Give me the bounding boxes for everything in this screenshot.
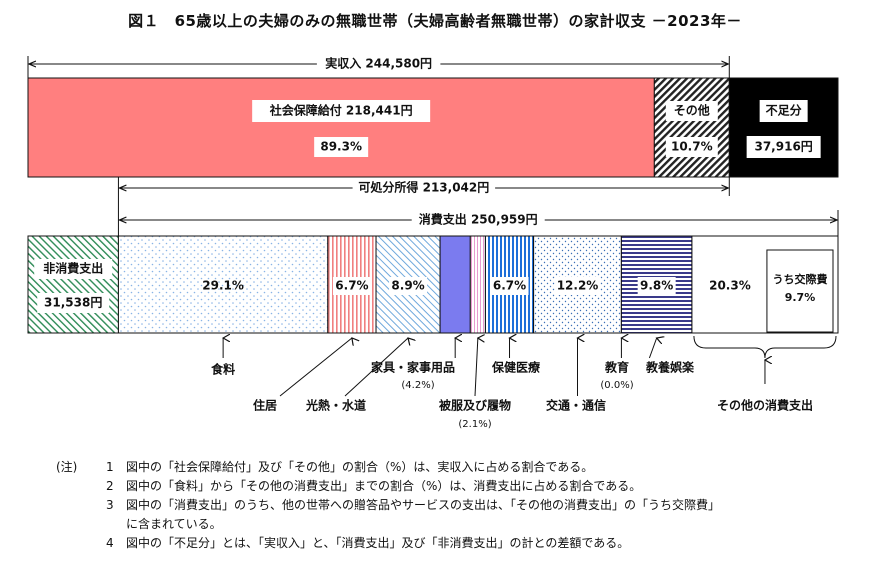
kosaihi-label: うち交際費 (772, 272, 827, 286)
note-text: 図中の「食料」から「その他の消費支出」までの割合（%）は、消費支出に占める割合で… (126, 479, 642, 493)
consumption-arrow-label-bg (411, 212, 545, 228)
notes-head: (注) (56, 460, 78, 474)
note-row: に含まれている。 (56, 515, 856, 534)
note-row: (注) 1 図中の「社会保障給付」及び「その他」の割合（%）は、実収入に占める割… (56, 458, 856, 477)
category-sub-furniture: (4.2%) (401, 380, 434, 391)
callout-line-recreation (648, 338, 656, 359)
expense-label-bg (554, 277, 601, 295)
category-name-medical: 保健医療 (491, 360, 540, 375)
disposable-arrow-label-bg (352, 180, 496, 196)
expense-label-bg (332, 277, 371, 295)
social-pct-bg (314, 137, 369, 157)
shortfall-value: 37,916円 (754, 140, 812, 154)
expense-pct-transport: 12.2% (557, 279, 599, 293)
expense-segment-furniture (439, 235, 471, 334)
other-income-label: その他 (674, 103, 710, 118)
nonc-value-bg (37, 293, 110, 313)
category-name-housing: 住居 (253, 398, 277, 413)
expense-pct-recreation: 9.8% (640, 279, 673, 293)
expense-segment-food (117, 235, 329, 334)
note-row: 2 図中の「食料」から「その他の消費支出」までの割合（%）は、消費支出に占める割… (56, 477, 856, 496)
note-text: 図中の「消費支出」のうち、他の世帯への贈答品やサービスの支出は、「その他の消費支… (126, 498, 721, 512)
income-arrow-label: 実収入 244,580円 (325, 56, 432, 71)
note-num: 3 (106, 498, 114, 512)
note-row: 3 図中の「消費支出」のうち、他の世帯への贈答品やサービスの支出は、「その他の消… (56, 496, 856, 515)
note-num: 1 (106, 460, 114, 474)
other-pct-bg (665, 137, 718, 157)
expense-segment-clothing (469, 235, 486, 334)
expense-label-bg (490, 277, 529, 295)
social-pct-label: 89.3% (320, 140, 362, 154)
expense-pct-other: 20.3% (709, 279, 751, 293)
category-name-furniture: 家具・家事用品 (371, 360, 455, 375)
non-consumption-label: 非消費支出 (43, 261, 103, 276)
note-num (106, 515, 126, 534)
shortfall-label: 不足分 (766, 103, 802, 118)
note-num: 4 (106, 536, 114, 550)
other-income-pct: 10.7% (671, 140, 713, 154)
kosaihi-box (766, 249, 834, 333)
callout-line-clothing (474, 338, 478, 397)
expense-pct-medical: 6.7% (493, 279, 526, 293)
income-segment-social (27, 77, 655, 178)
shortfall-value-bg (746, 136, 821, 158)
note-text: に含まれている。 (126, 517, 222, 531)
callout-line-utilities (344, 338, 408, 397)
expense-pct-utilities: 8.9% (391, 279, 424, 293)
category-name-utilities: 光熱・水道 (305, 398, 366, 413)
note-text: 図中の「不足分」とは、「実収入」と、「消費支出」及び「非消費支出」の計との差額で… (126, 536, 630, 550)
category-name-clothing: 被服及び履物 (439, 398, 511, 413)
other-label-bg (665, 101, 718, 121)
category-name-other: その他の消費支出 (717, 398, 813, 413)
social-label: 社会保障給付 218,441円 (269, 103, 413, 118)
note-text: 図中の「社会保障給付」及び「その他」の割合（%）は、実収入に占める割合である。 (126, 460, 594, 474)
category-sub-education: (0.0%) (600, 380, 633, 391)
social-label-bg (252, 100, 431, 122)
budget-chart: 社会保障給付 218,441円 89.3% その他 10.7% 不足分 37,916円 実収… (27, 56, 839, 430)
disposable-arrow-label: 可処分所得 213,042円 (358, 180, 489, 195)
note-row: 4 図中の「不足分」とは、「実収入」と、「消費支出」及び「非消費支出」の計との差… (56, 534, 856, 553)
category-name-transport: 交通・通信 (546, 398, 606, 413)
other-brace (693, 335, 837, 359)
expense-pct-food: 29.1% (202, 279, 244, 293)
chart-title: 図１ 65歳以上の夫婦のみの無職世帯（夫婦高齢者無職世帯）の家計収支 －2023… (128, 12, 742, 30)
category-name-food: 食料 (210, 362, 235, 377)
notes: (注) 1 図中の「社会保障給付」及び「その他」の割合（%）は、実収入に占める割… (56, 458, 856, 553)
income-segment-other (653, 77, 730, 178)
shortfall-label-bg (759, 100, 808, 122)
expense-label-bg (389, 277, 428, 295)
nonc-label-bg (34, 259, 113, 279)
non-consumption-value: 31,538円 (44, 296, 102, 310)
expense-label-bg (637, 277, 676, 295)
kosaihi-pct: 9.7% (785, 291, 816, 304)
note-num: 2 (106, 479, 114, 493)
non-consumption-segment (27, 235, 119, 334)
income-arrow-label-bg (316, 56, 441, 72)
category-name-recreation: 教養娯楽 (645, 360, 695, 375)
category-name-education: 教育 (604, 360, 629, 375)
callout-line-housing (279, 338, 352, 397)
income-segment-shortfall (728, 77, 839, 178)
expense-pct-housing: 6.7% (335, 279, 368, 293)
category-sub-clothing: (2.1%) (458, 419, 491, 430)
consumption-arrow-label: 消費支出 250,959円 (419, 212, 538, 227)
